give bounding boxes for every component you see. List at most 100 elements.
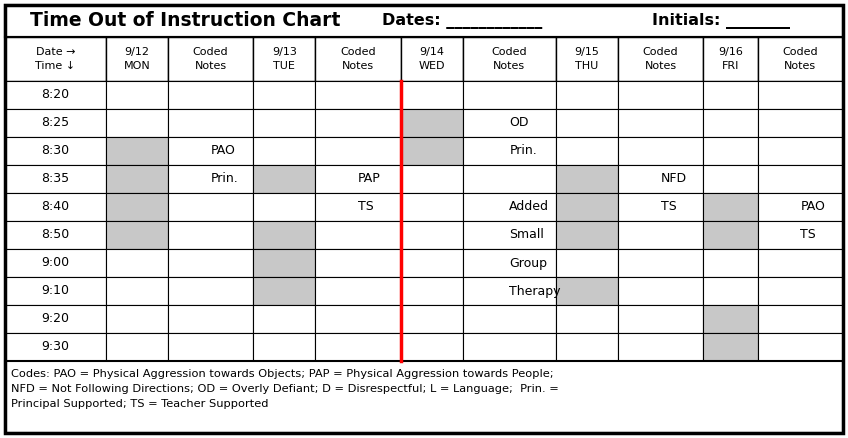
Bar (168, 221, 254, 249)
Text: 8:40: 8:40 (42, 201, 70, 213)
Bar (703, 249, 757, 277)
Bar (315, 333, 401, 361)
Bar (254, 137, 315, 165)
Bar (703, 305, 757, 333)
Bar (106, 305, 168, 333)
Text: 8:50: 8:50 (42, 229, 70, 241)
Bar (401, 137, 463, 165)
Text: Time Out of Instruction Chart: Time Out of Instruction Chart (30, 11, 340, 31)
Bar (254, 109, 315, 137)
Bar (757, 333, 843, 361)
Bar (401, 249, 463, 277)
Text: 9/15
THU: 9/15 THU (574, 47, 600, 71)
Bar (106, 109, 168, 137)
Bar (106, 37, 168, 81)
Bar (703, 81, 757, 109)
Bar (315, 249, 401, 277)
Bar (703, 193, 757, 221)
Bar (254, 333, 315, 361)
Bar (168, 81, 254, 109)
Bar (315, 277, 401, 305)
Bar (463, 305, 556, 333)
Bar (401, 221, 463, 249)
Bar (106, 277, 168, 305)
Text: TS: TS (661, 201, 677, 213)
Bar (401, 277, 463, 305)
Bar (757, 249, 843, 277)
Bar (168, 37, 254, 81)
Bar (463, 277, 556, 305)
Bar (703, 137, 757, 165)
Text: Initials: ________: Initials: ________ (652, 13, 790, 29)
Bar (5, 361, 843, 433)
Text: Coded
Notes: Coded Notes (492, 47, 527, 71)
Text: NFD: NFD (661, 173, 687, 186)
Text: Small: Small (510, 229, 544, 241)
Bar (315, 221, 401, 249)
Bar (401, 193, 463, 221)
Bar (5, 305, 106, 333)
Text: Coded
Notes: Coded Notes (643, 47, 678, 71)
Text: 9/16
FRI: 9/16 FRI (718, 47, 743, 71)
Bar (315, 37, 401, 81)
Text: PAO: PAO (801, 201, 825, 213)
Bar (556, 137, 618, 165)
Bar (168, 249, 254, 277)
Bar (315, 109, 401, 137)
Text: Coded
Notes: Coded Notes (340, 47, 376, 71)
Bar (106, 137, 168, 165)
Bar (5, 165, 106, 193)
Bar (556, 305, 618, 333)
Bar (463, 221, 556, 249)
Bar (556, 37, 618, 81)
Bar (757, 37, 843, 81)
Bar (5, 193, 106, 221)
Text: 9/13
TUE: 9/13 TUE (272, 47, 297, 71)
Bar (5, 109, 106, 137)
Bar (463, 81, 556, 109)
Bar (556, 193, 618, 221)
Bar (757, 165, 843, 193)
Bar (703, 277, 757, 305)
Bar (254, 37, 315, 81)
Text: Dates: ____________: Dates: ____________ (382, 13, 542, 29)
Bar (757, 137, 843, 165)
Text: Date →
Time ↓: Date → Time ↓ (36, 47, 75, 71)
Bar (106, 81, 168, 109)
Bar (463, 109, 556, 137)
Bar (757, 305, 843, 333)
Text: Prin.: Prin. (210, 173, 238, 186)
Bar (618, 333, 703, 361)
Text: 8:35: 8:35 (42, 173, 70, 186)
Text: OD: OD (510, 117, 529, 130)
Bar (106, 193, 168, 221)
Bar (703, 221, 757, 249)
Bar (618, 221, 703, 249)
Bar (254, 277, 315, 305)
Bar (401, 333, 463, 361)
Bar (401, 81, 463, 109)
Text: 9:20: 9:20 (42, 312, 70, 325)
Bar (106, 221, 168, 249)
Bar (315, 137, 401, 165)
Bar (463, 165, 556, 193)
Bar (618, 109, 703, 137)
Bar (254, 81, 315, 109)
Bar (463, 137, 556, 165)
Text: TS: TS (358, 201, 374, 213)
Bar (168, 137, 254, 165)
Bar (463, 249, 556, 277)
Bar (556, 333, 618, 361)
Bar (556, 249, 618, 277)
Bar (757, 81, 843, 109)
Text: 8:30: 8:30 (42, 145, 70, 158)
Bar (703, 333, 757, 361)
Text: PAP: PAP (358, 173, 381, 186)
Text: 9/14
WED: 9/14 WED (419, 47, 445, 71)
Bar (618, 165, 703, 193)
Bar (463, 37, 556, 81)
Bar (401, 305, 463, 333)
Bar (618, 81, 703, 109)
Bar (401, 37, 463, 81)
Bar (168, 305, 254, 333)
